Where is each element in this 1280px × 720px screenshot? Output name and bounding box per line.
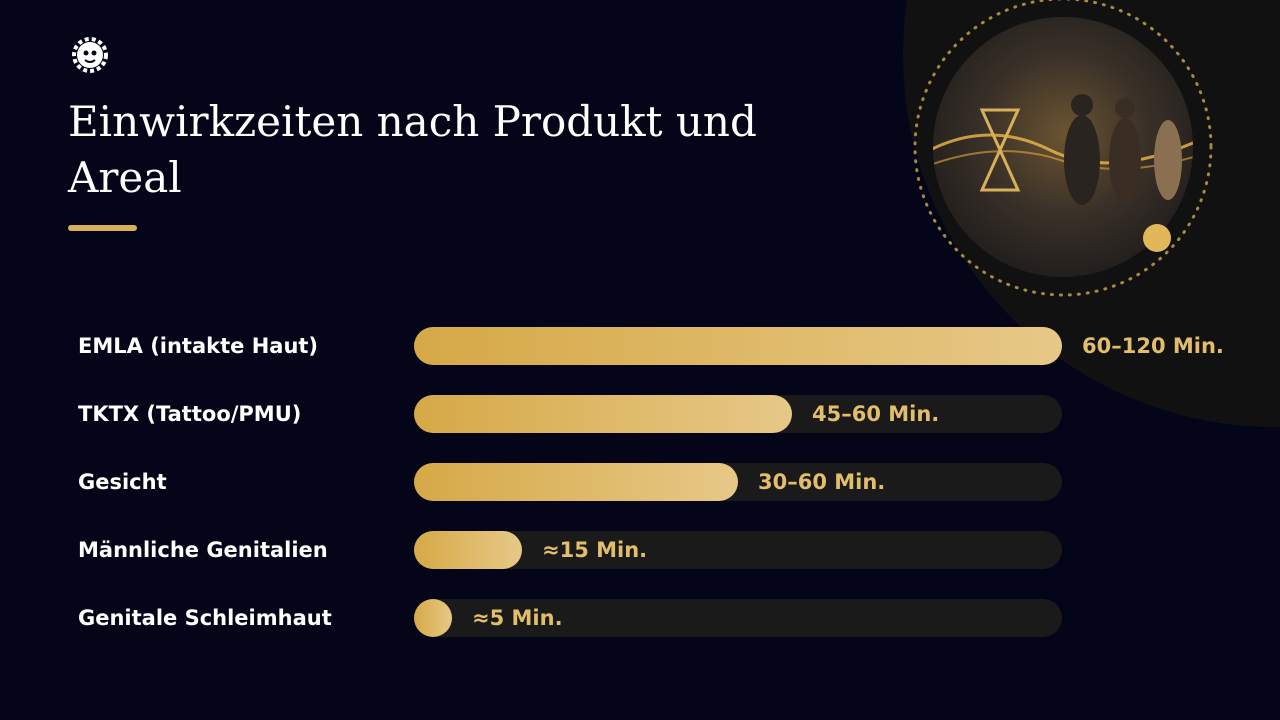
bar [414,531,522,569]
bar [414,463,738,501]
bar-track [414,531,1062,569]
bar [414,327,1062,365]
category-label: TKTX (Tattoo/PMU) [78,402,301,426]
logo-icon [72,37,108,73]
value-label: ≈5 Min. [472,606,563,630]
value-label: 45–60 Min. [812,402,939,426]
dotted-ring [913,0,1213,297]
bar [414,599,452,637]
value-label: 60–120 Min. [1082,334,1224,358]
value-label: ≈15 Min. [542,538,647,562]
bar-track [414,599,1062,637]
category-label: Männliche Genitalien [78,538,328,562]
category-label: Genitale Schleimhaut [78,606,332,630]
category-label: Gesicht [78,470,167,494]
category-label: EMLA (intakte Haut) [78,334,318,358]
bar [414,395,792,433]
title-underline [68,225,137,231]
decor-dot [1143,224,1171,252]
value-label: 30–60 Min. [758,470,885,494]
chart-title: Einwirkzeiten nach Produkt und Areal [67,97,757,202]
